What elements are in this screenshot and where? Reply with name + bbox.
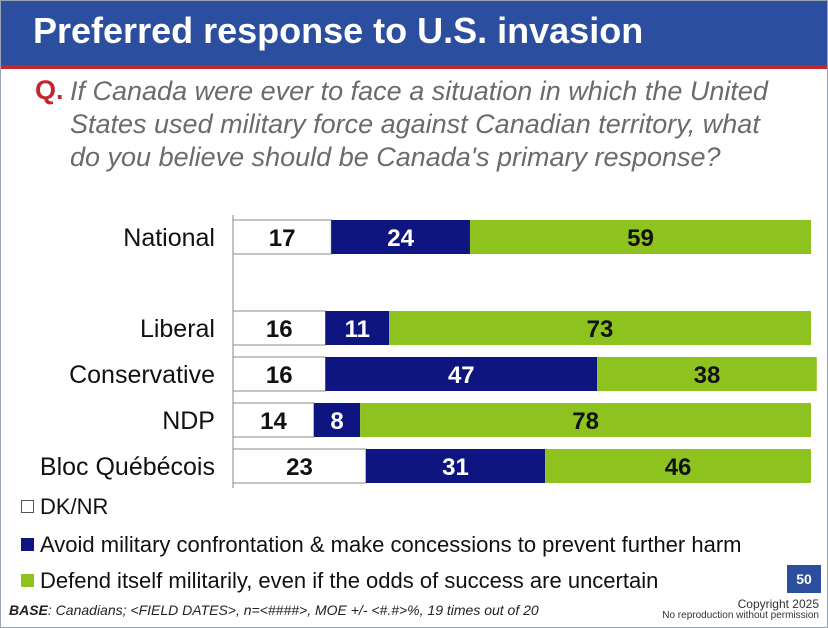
bar-segment-bloc-qu-b-cois-s2 — [545, 449, 811, 483]
base-label: BASE — [9, 602, 48, 618]
data-label-ndp-s0: 14 — [260, 408, 287, 435]
bar-segment-conservative-s1 — [325, 357, 598, 391]
bar-segment-national-s2 — [469, 220, 811, 254]
bar-segment-national-s0 — [232, 219, 332, 255]
data-label-liberal-s1: 11 — [345, 316, 370, 343]
legend-item-dk-nr: DK/NR — [21, 494, 108, 520]
data-label-liberal-s2: 73 — [587, 316, 614, 343]
data-label-ndp-s1: 8 — [330, 408, 343, 435]
bar-segment-liberal-s2 — [389, 311, 811, 345]
category-label-liberal: Liberal — [140, 315, 215, 343]
bar-segment-conservative-s0 — [232, 356, 326, 392]
category-label-national: National — [123, 224, 215, 252]
data-label-liberal-s0: 16 — [266, 316, 293, 343]
data-label-conservative-s2: 38 — [694, 362, 721, 389]
bar-segment-bloc-qu-b-cois-s1 — [365, 449, 546, 483]
bar-segment-ndp-s0 — [232, 402, 315, 438]
data-label-national-s2: 59 — [627, 225, 654, 252]
legend-item-defend: Defend itself militarily, even if the od… — [21, 568, 658, 594]
bar-segment-conservative-s2 — [597, 357, 817, 391]
legend-swatch-defend — [21, 574, 34, 587]
question-text: If Canada were ever to face a situation … — [70, 76, 768, 172]
legend-label-avoid: Avoid military confrontation & make conc… — [40, 532, 742, 557]
bar-segment-ndp-s1 — [313, 403, 361, 437]
data-label-bloc-qu-b-cois-s1: 31 — [442, 454, 469, 481]
data-label-national-s1: 24 — [387, 225, 414, 252]
data-label-conservative-s0: 16 — [266, 362, 293, 389]
bar-segment-national-s1 — [331, 220, 470, 254]
copyright: Copyright 2025 — [737, 597, 819, 611]
bar-segment-liberal-s1 — [325, 311, 390, 345]
category-label-ndp: NDP — [162, 407, 215, 435]
page-number: 50 — [787, 565, 821, 593]
bar-segment-liberal-s0 — [232, 310, 326, 346]
legend-swatch-avoid — [21, 538, 34, 551]
title-divider — [1, 65, 827, 69]
legend-label-dk-nr: DK/NR — [40, 494, 109, 519]
reproduction-note: No reproduction without permission — [662, 610, 819, 621]
base-note: BASE: Canadians; <FIELD DATES>, n=<####>… — [9, 602, 539, 618]
title-bar: Preferred response to U.S. invasion — [1, 1, 827, 65]
legend-label-defend: Defend itself militarily, even if the od… — [40, 568, 659, 593]
base-text: : Canadians; <FIELD DATES>, n=<####>, MO… — [47, 602, 539, 618]
data-label-conservative-s1: 47 — [448, 362, 475, 389]
category-label-conservative: Conservative — [69, 361, 215, 389]
category-label-bloc-qu-b-cois: Bloc Québécois — [40, 453, 215, 481]
legend-swatch-dk-nr — [21, 500, 34, 513]
data-label-bloc-qu-b-cois-s0: 23 — [286, 454, 313, 481]
slide-title: Preferred response to U.S. invasion — [33, 10, 644, 51]
legend-item-avoid: Avoid military confrontation & make conc… — [21, 532, 741, 558]
question-marker: Q. — [35, 75, 64, 105]
bar-segment-ndp-s2 — [360, 403, 811, 437]
bar-segment-bloc-qu-b-cois-s0 — [232, 448, 367, 484]
data-label-ndp-s2: 78 — [572, 408, 599, 435]
data-label-bloc-qu-b-cois-s2: 46 — [665, 454, 692, 481]
data-label-national-s0: 17 — [269, 225, 296, 252]
